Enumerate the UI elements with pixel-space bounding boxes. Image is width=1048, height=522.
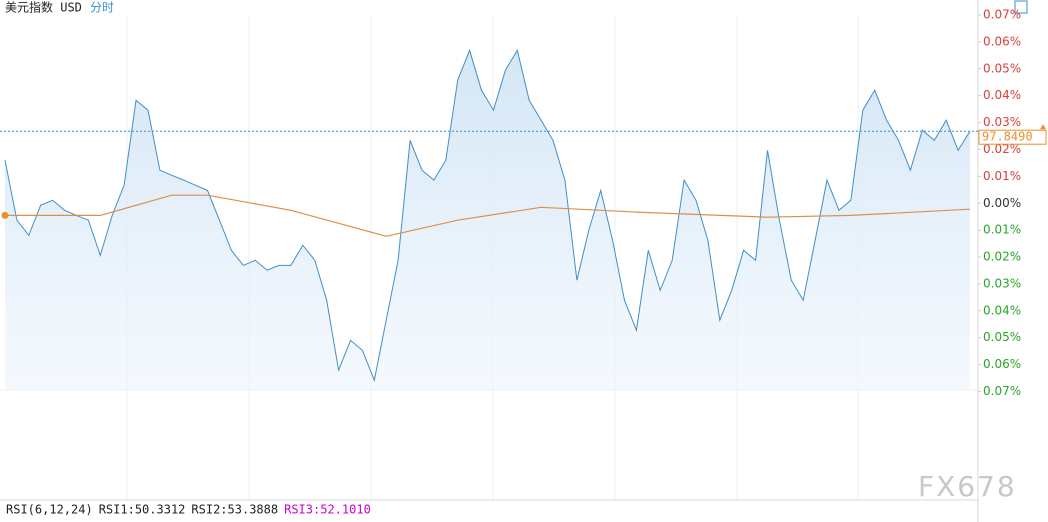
y-tick-label: 0.04% [983,88,1021,102]
y-tick-label: 0.05% [983,330,1021,344]
rsi-value: RSI1:50.3312 [99,503,186,517]
price-area [5,50,970,391]
plot [1,48,971,391]
average-line [5,194,971,237]
average-start [1,211,9,219]
y-tick-label: 0.05% [983,61,1021,75]
chart-title: 美元指数 USD [5,0,82,15]
rsi-value: RSI3:52.1010 [284,503,371,517]
y-tick-label: 0.06% [983,357,1021,371]
last-price-box [978,129,1047,145]
rsi-label: RSI(6,12,24) [6,503,93,517]
y-tick-label: 0.04% [983,303,1021,317]
y-tick-label: 0.01% [983,169,1021,183]
y-tick-label: 0.02% [983,250,1021,264]
rsi-legend: RSI(6,12,24) RSI1:50.3312 RSI2:53.3888 RSI3… [6,503,371,517]
y-tick-label: 0.03% [983,276,1021,290]
watermark: FX678 [918,470,1017,503]
y-tick-label: 0.07% [983,384,1021,398]
last-price-label: 97.8490 [982,130,1033,144]
exit-icon[interactable] [1014,0,1028,14]
chart-subtitle: 分时 [90,1,114,15]
y-tick-label: 0.01% [983,223,1021,237]
y-tick-label: 0.00% [983,196,1021,210]
y-tick-label: 0.03% [983,115,1021,129]
y-tick-label: 0.06% [983,34,1021,48]
last-price-arrow [1040,124,1046,130]
rsi-value: RSI2:53.3888 [191,503,278,517]
y-tick-label: 0.02% [983,142,1021,156]
price-line [4,48,971,382]
y-tick-label: 0.07% [983,8,1021,22]
